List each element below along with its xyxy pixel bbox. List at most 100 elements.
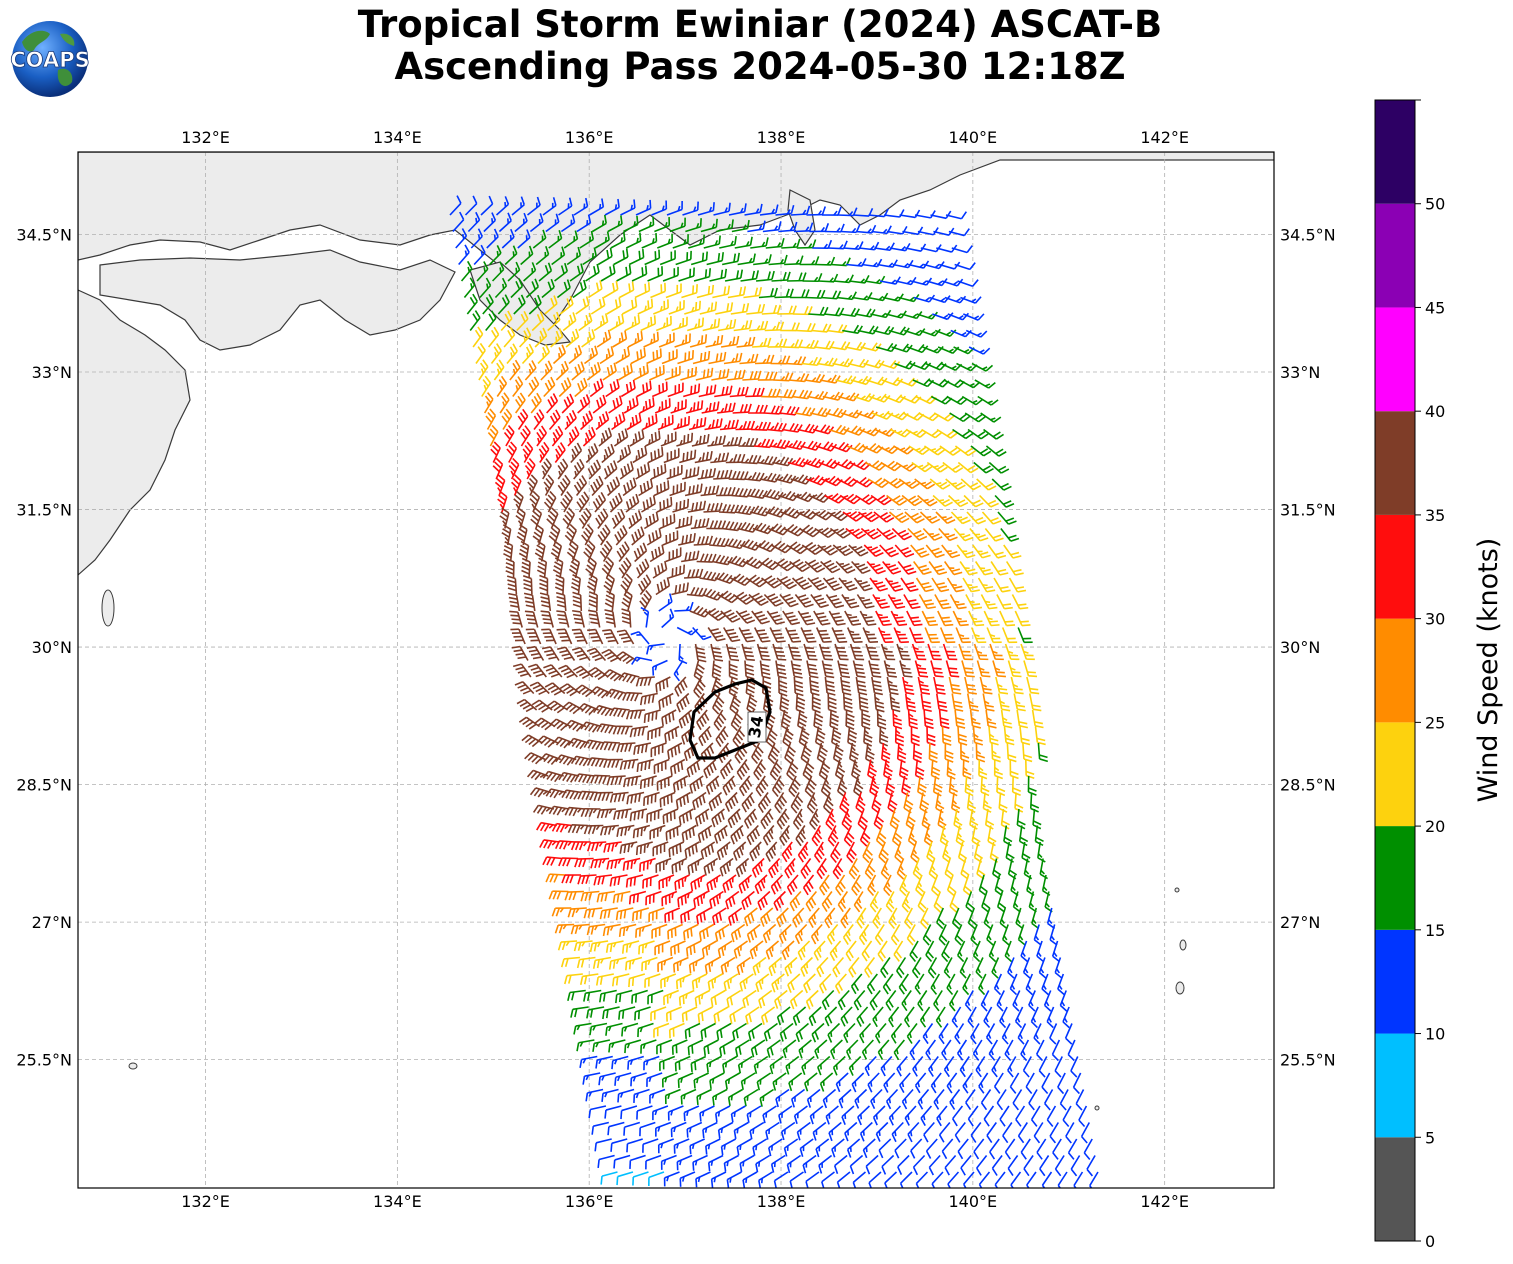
wind-barb [709, 268, 728, 282]
wind-barb [722, 436, 743, 447]
wind-barb [881, 1154, 895, 1175]
wind-barb [808, 1006, 822, 1027]
wind-barb [699, 570, 721, 582]
wind-barb [664, 725, 680, 743]
wind-barb [722, 874, 737, 893]
wind-barb [781, 422, 803, 433]
wind-barb [1019, 726, 1031, 746]
wind-barb [957, 279, 979, 288]
wind-barb [638, 940, 655, 955]
wind-barb [885, 775, 896, 797]
wind-barb [757, 792, 772, 813]
wind-barb [712, 1088, 728, 1106]
wind-barb [552, 557, 564, 579]
wind-barb [582, 426, 596, 447]
wind-barb [779, 1022, 794, 1042]
wind-barb [913, 561, 932, 576]
wind-barb [578, 507, 592, 529]
wind-barb [579, 410, 594, 431]
wind-barb [956, 544, 976, 559]
wind-barb [858, 693, 869, 713]
wind-barb [564, 806, 586, 817]
wind-barb [789, 289, 810, 299]
wind-barb [825, 808, 836, 831]
wind-barb [704, 956, 720, 974]
wind-barb [573, 197, 589, 216]
wind-barb [765, 940, 780, 960]
wind-barb [552, 344, 567, 365]
wind-barb [460, 260, 473, 282]
wind-barb [942, 461, 964, 473]
wind-barb [736, 336, 756, 348]
wind-barb [900, 577, 919, 592]
wind-barb [699, 301, 718, 315]
wind-barb [800, 742, 813, 765]
wind-barb [631, 265, 648, 282]
wind-barb [489, 245, 502, 266]
title-line-2: Ascending Pass 2024-05-30 12:18Z [394, 45, 1126, 88]
wind-barb [727, 808, 742, 829]
wind-barb [925, 940, 935, 963]
wind-barb [1001, 1023, 1011, 1045]
wind-barb [654, 217, 671, 233]
wind-barb [720, 956, 736, 975]
wind-barb [609, 791, 629, 803]
wind-barb [804, 373, 826, 384]
wind-barb [715, 302, 734, 315]
wind-barb [727, 286, 747, 299]
wind-barb [824, 223, 845, 233]
wind-barb [621, 589, 633, 612]
wind-barb [570, 755, 592, 767]
wind-barb [524, 360, 537, 381]
wind-barb [957, 461, 979, 474]
wind-barb [848, 544, 869, 557]
wind-barb [935, 907, 945, 930]
wind-barb [896, 742, 907, 764]
wind-barb [747, 1022, 763, 1041]
wind-barb [661, 1072, 678, 1088]
wind-barb [967, 907, 977, 930]
wind-barb [572, 665, 594, 680]
wind-barb [485, 310, 497, 332]
wind-barb [517, 229, 531, 249]
wind-barb [719, 419, 739, 431]
wind-barb [620, 573, 633, 595]
wind-barb [696, 1088, 712, 1106]
wind-barb [750, 1039, 766, 1058]
wind-barb [982, 693, 995, 712]
wind-barb [618, 923, 637, 937]
wind-barb [475, 342, 486, 364]
wind-barb [714, 385, 733, 398]
wind-barb [541, 278, 555, 299]
wind-barb [660, 1154, 677, 1170]
wind-barb [619, 461, 634, 480]
wind-barb [963, 494, 984, 508]
wind-barb [574, 773, 595, 784]
wind-barb [616, 541, 630, 562]
wind-barb [740, 270, 759, 282]
wind-barb [799, 256, 820, 266]
wind-barb [592, 956, 612, 969]
wind-barb [554, 442, 566, 463]
wind-barb [1031, 709, 1044, 729]
wind-barb [725, 453, 746, 464]
wind-barb [541, 458, 552, 480]
wind-barb [544, 682, 566, 696]
wind-barb [873, 511, 895, 523]
wind-barb [514, 681, 535, 695]
wind-barb [541, 628, 557, 645]
wind-barb [976, 660, 991, 678]
wind-barb [977, 577, 996, 593]
wind-barb [594, 231, 610, 249]
wind-barb [822, 391, 844, 401]
wind-barb [517, 408, 529, 430]
wind-barb [530, 507, 543, 529]
wind-barb [646, 1072, 663, 1087]
lat-tick-left-34.5: 34.5°N [16, 226, 72, 245]
wind-barb [630, 630, 650, 645]
wind-barb [867, 759, 878, 781]
wind-barb [683, 383, 701, 398]
wind-barb [995, 676, 1009, 695]
wind-barb [563, 230, 579, 249]
wind-barb [670, 399, 687, 414]
